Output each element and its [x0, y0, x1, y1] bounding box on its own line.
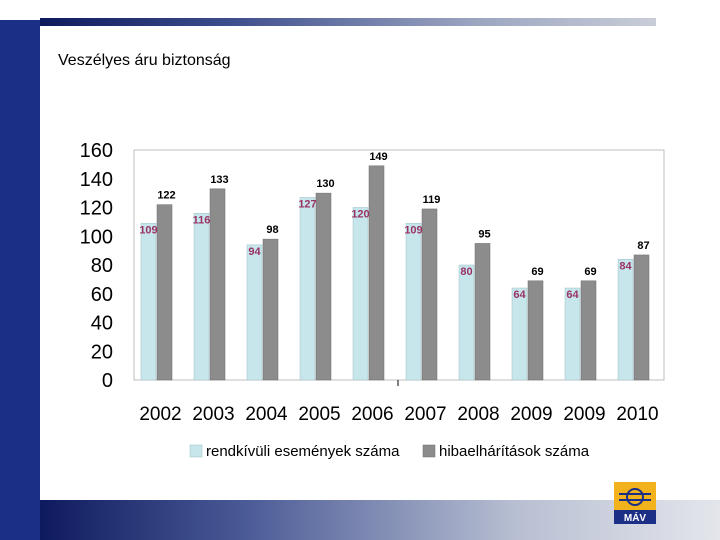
x-tick-label: 2009 [510, 404, 552, 425]
data-label-series-2: 95 [478, 228, 490, 240]
bar-series-1 [458, 264, 475, 381]
y-tick-label: 120 [80, 198, 113, 220]
x-tick-label: 2005 [298, 404, 340, 425]
bar-series-2 [527, 280, 544, 381]
legend-label-series-2: hibaelhárítások száma [439, 443, 590, 460]
logo-text: MÁV [624, 511, 647, 524]
bar-series-1 [140, 223, 157, 381]
y-tick-label: 0 [102, 370, 113, 392]
bar-series-1 [617, 259, 634, 381]
bar-series-2 [368, 165, 385, 381]
x-tick-label: 2007 [404, 404, 446, 425]
bar-series-2 [474, 243, 491, 381]
x-tick-label: 2010 [616, 404, 658, 425]
data-label-series-2: 87 [637, 240, 649, 252]
plot-frame [133, 149, 665, 381]
data-label-series-1: 80 [460, 266, 472, 278]
legend-swatch-series-2 [422, 444, 436, 458]
x-tick-label: 2006 [351, 404, 393, 425]
data-label-series-2: 69 [531, 266, 543, 278]
y-tick-label: 20 [91, 341, 113, 363]
bar-series-2 [262, 238, 279, 381]
y-tick-label: 100 [80, 226, 113, 248]
x-tick-label: 2004 [245, 404, 288, 425]
data-label-series-2: 130 [316, 178, 334, 190]
bar-series-2 [209, 188, 226, 381]
x-tick-label: 2003 [192, 404, 234, 425]
data-label-series-2: 98 [266, 224, 278, 236]
x-tick-label: 2009 [563, 404, 605, 425]
bar-series-2 [633, 254, 650, 381]
bar-series-2 [421, 208, 438, 381]
data-label-series-2: 122 [157, 190, 175, 202]
plot-area: 0 20 40 60 80 100 120 140 160 109 122 2002 116 133 200… [80, 140, 665, 460]
data-label-series-1: 84 [619, 260, 632, 272]
mav-logo-icon: MÁV [614, 482, 656, 524]
top-corner-block [0, 0, 40, 20]
bar-series-2 [156, 204, 173, 381]
data-label-series-1: 109 [139, 224, 157, 236]
data-label-series-1: 64 [513, 289, 526, 301]
bottom-gradient-rule [40, 500, 720, 540]
slide-title: Veszélyes áru biztonság [58, 52, 231, 69]
y-tick-label: 140 [80, 169, 113, 191]
y-tick-label: 80 [91, 255, 113, 277]
y-tick-label: 160 [80, 140, 113, 162]
legend-swatch-series-1 [189, 444, 203, 458]
bar-series-1 [299, 197, 316, 381]
data-label-series-1: 127 [298, 198, 316, 210]
data-label-series-1: 116 [193, 214, 211, 226]
left-brand-bar [0, 0, 40, 540]
bar-series-2 [580, 280, 597, 381]
data-label-series-2: 133 [210, 174, 228, 186]
legend-label-series-1: rendkívüli események száma [206, 443, 400, 460]
y-tick-label: 40 [91, 313, 113, 335]
bar-series-2 [315, 192, 332, 381]
data-label-series-2: 149 [369, 151, 387, 163]
bar-series-1 [246, 244, 263, 381]
data-label-series-2: 119 [423, 194, 441, 206]
bar-series-1 [405, 223, 422, 381]
bar-series-1 [511, 287, 528, 381]
bar-series-1 [193, 213, 210, 381]
data-label-series-2: 69 [584, 266, 596, 278]
top-gradient-rule [40, 18, 656, 26]
data-label-series-1: 120 [351, 209, 369, 221]
y-tick-label: 60 [91, 284, 113, 306]
data-label-series-1: 109 [404, 224, 422, 236]
data-label-series-1: 94 [248, 246, 261, 258]
x-tick-label: 2008 [457, 404, 499, 425]
x-tick-label: 2002 [139, 404, 181, 425]
data-label-series-1: 64 [566, 289, 579, 301]
bar-series-1 [352, 207, 369, 381]
bar-series-1 [564, 287, 581, 381]
